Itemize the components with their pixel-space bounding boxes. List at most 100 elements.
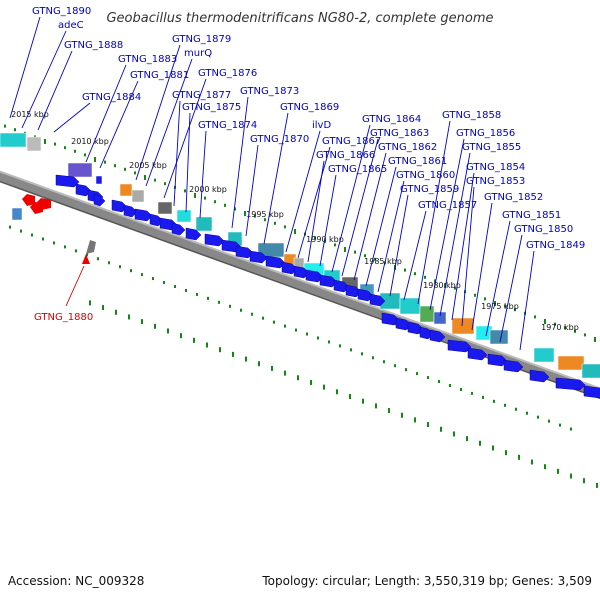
- forward-gene-arrow: [429, 329, 446, 343]
- gene-label: GTNG_1856: [456, 128, 515, 139]
- gene-label: GTNG_1883: [118, 54, 177, 65]
- gene-label: GTNG_1890: [32, 6, 91, 17]
- gene-label: GTNG_1853: [466, 176, 525, 187]
- gene-label: GTNG_1865: [328, 164, 387, 175]
- feature-block: [119, 183, 133, 197]
- forward-gene-arrow: [529, 369, 550, 383]
- forward-gene-arrow: [134, 208, 153, 222]
- gene-label: GTNG_1875: [182, 102, 241, 113]
- feature-block: [533, 347, 555, 363]
- tick-label: 1970 kbp: [541, 323, 579, 332]
- feature-block: [95, 175, 103, 185]
- gene-label: GTNG_1861: [388, 156, 447, 167]
- reverse-gene-arrow: [30, 202, 43, 214]
- label-leader-line: [135, 44, 181, 181]
- label-leader-line: [471, 202, 493, 331]
- feature-block: [451, 317, 475, 335]
- tick-label: 2015 kbp: [11, 110, 49, 119]
- gene-label: GTNG_1851: [502, 210, 561, 221]
- feature-block: [176, 209, 192, 223]
- forward-gene-arrow: [249, 250, 268, 264]
- label-leader-line: [285, 130, 321, 253]
- forward-gene-arrow: [467, 347, 488, 361]
- label-leader-line-red: [65, 265, 85, 307]
- feature-block: [0, 132, 27, 148]
- label-leader-line: [319, 174, 337, 267]
- gene-label: GTNG_1866: [316, 150, 375, 161]
- feature-block: [195, 216, 213, 232]
- gene-label: GTNG_1857: [418, 200, 477, 211]
- label-leader-line: [85, 64, 127, 163]
- label-leader-line: [439, 152, 471, 317]
- gene-label: GTNG_1881: [130, 70, 189, 81]
- feature-block: [131, 189, 145, 203]
- feature-block: [581, 363, 600, 379]
- gene-arrows: [22, 174, 600, 399]
- topology-text: Topology: circular; Length: 3,550,319 bp…: [261, 574, 592, 588]
- label-leader-line: [37, 50, 73, 131]
- gene-label: GTNG_1873: [240, 86, 299, 97]
- gene-label: GTNG_1867: [322, 136, 381, 147]
- feature-block: [475, 325, 493, 341]
- label-leader-line: [451, 172, 475, 321]
- gene-label: GTNG_1869: [280, 102, 339, 113]
- gene-label: GTNG_1855: [462, 142, 521, 153]
- gene-label: GTNG_1852: [484, 192, 543, 203]
- label-leader-line: [353, 152, 387, 281]
- forward-gene-arrow: [583, 385, 600, 399]
- forward-gene-arrow: [185, 227, 202, 241]
- label-leader-line: [429, 138, 465, 311]
- gene-label: GTNG_1870: [250, 134, 309, 145]
- label-leader-line: [185, 112, 191, 213]
- label-leader-line: [307, 160, 325, 263]
- feature-block: [67, 162, 93, 178]
- gene-label: GTNG_1850: [514, 224, 573, 235]
- gene-label: GTNG_1849: [526, 240, 585, 251]
- label-leader-line: [245, 144, 259, 237]
- tick-label: 1980 kbp: [423, 281, 461, 290]
- reverse-gene-small: [86, 240, 96, 254]
- label-leader-line: [145, 58, 193, 187]
- feature-block: [419, 305, 435, 323]
- gene-labels: GTNG_1890 adeC GTNG_1888 GTNG_1884 GTNG_1883…: [32, 6, 585, 323]
- gene-label: murQ: [184, 48, 212, 59]
- label-leader-line: [297, 146, 331, 259]
- gene-label: ilvD: [312, 120, 331, 131]
- map-title: Geobacillus thermodenitrificans NG80-2, …: [106, 11, 493, 26]
- gene-label: GTNG_1879: [172, 34, 231, 45]
- feature-block: [489, 329, 509, 345]
- tick-label: 2010 kbp: [71, 137, 109, 146]
- feature-block: [399, 297, 421, 315]
- tick-label: 1975 kbp: [481, 302, 519, 311]
- gene-label-reverse: GTNG_1880: [34, 312, 93, 323]
- gene-label: GTNG_1863: [370, 128, 429, 139]
- gene-label: GTNG_1876: [198, 68, 257, 79]
- label-leader-line: [417, 120, 451, 305]
- label-leader-line: [389, 194, 409, 297]
- feature-block: [433, 311, 447, 325]
- forward-gene-arrow: [93, 193, 106, 207]
- label-leader-line: [485, 220, 511, 337]
- feature-block: [157, 201, 173, 215]
- gene-label: GTNG_1859: [400, 184, 459, 195]
- feature-block: [26, 136, 42, 152]
- label-leader-line: [99, 80, 139, 169]
- gene-label: GTNG_1884: [82, 92, 141, 103]
- label-leader-line: [519, 250, 535, 351]
- label-leader-line: [9, 16, 41, 119]
- tick-label: 1995 kbp: [246, 210, 284, 219]
- feature-block: [11, 207, 23, 221]
- reverse-gene-tip: [82, 254, 90, 264]
- forward-gene-arrow: [123, 204, 138, 218]
- forward-gene-arrow: [555, 377, 586, 391]
- backbone-highlight: [0, 170, 600, 390]
- forward-gene-arrow: [204, 233, 225, 247]
- scale-ticks: 2015 kbp 2010 kbp 2005 kbp 2000 kbp 1995 kbp…: [4, 110, 598, 488]
- tick-label: 1985 kbp: [364, 257, 402, 266]
- gene-label: GTNG_1858: [442, 110, 501, 121]
- accession-text: Accession: NC_009328: [8, 574, 144, 588]
- gene-label: adeC: [58, 20, 84, 31]
- label-leader-line: [461, 186, 475, 327]
- forward-gene-arrow: [503, 359, 524, 373]
- label-leaders: [9, 16, 535, 351]
